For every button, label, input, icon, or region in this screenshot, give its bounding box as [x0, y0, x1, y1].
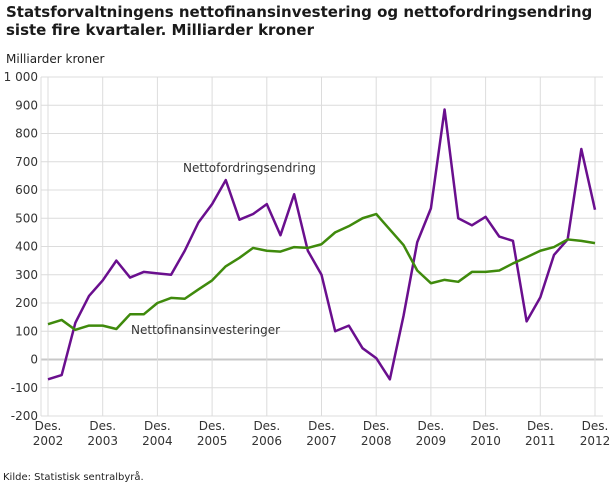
y-tick-label: 200: [15, 296, 38, 310]
x-tick-label: Des.: [527, 419, 554, 433]
x-tick-label: Des.: [35, 419, 62, 433]
x-tick-label: Des.: [308, 419, 335, 433]
x-tick-label: 2010: [470, 434, 501, 448]
x-tick-label: Des.: [472, 419, 499, 433]
y-tick-label: 500: [15, 211, 38, 225]
x-tick-label: 2006: [252, 434, 283, 448]
y-tick-label: -200: [11, 409, 38, 423]
x-tick-label: Des.: [253, 419, 280, 433]
y-tick-label: 600: [15, 183, 38, 197]
series-label: Nettofordringsendring: [183, 161, 316, 175]
x-tick-label: 2007: [306, 434, 337, 448]
y-tick-label: 700: [15, 155, 38, 169]
x-tick-label: 2008: [361, 434, 392, 448]
x-tick-label: Des.: [199, 419, 226, 433]
y-tick-label: -100: [11, 381, 38, 395]
x-tick-label: 2002: [33, 434, 64, 448]
source-note: Kilde: Statistisk sentralbyrå.: [3, 472, 144, 483]
y-tick-label: 100: [15, 324, 38, 338]
x-tick-label: 2009: [416, 434, 447, 448]
y-tick-label: 800: [15, 127, 38, 141]
series-line-nettofinansinvesteringer: [47, 212, 596, 332]
y-tick-label: 0: [30, 353, 38, 367]
x-tick-label: 2004: [142, 434, 173, 448]
x-tick-label: 2005: [197, 434, 228, 448]
x-tick-label: Des.: [363, 419, 390, 433]
y-tick-label: 400: [15, 240, 38, 254]
x-tick-label: Des.: [144, 419, 171, 433]
x-tick-label: Des.: [582, 419, 609, 433]
x-tick-label: 2012: [580, 434, 610, 448]
x-tick-label: Des.: [418, 419, 445, 433]
x-tick-label: 2011: [525, 434, 556, 448]
y-axis-label: Milliarder kroner: [6, 52, 105, 66]
chart-title: Statsforvaltningens nettofinansinvesteri…: [6, 3, 593, 39]
y-tick-label: 300: [15, 268, 38, 282]
series-label: Nettofinansinvesteringer: [131, 323, 280, 337]
y-tick-label: 1 000: [4, 70, 38, 84]
series-line-nettofordringsendring: [47, 108, 597, 381]
x-tick-label: 2003: [87, 434, 118, 448]
x-tick-label: Des.: [89, 419, 116, 433]
y-tick-label: 900: [15, 98, 38, 112]
